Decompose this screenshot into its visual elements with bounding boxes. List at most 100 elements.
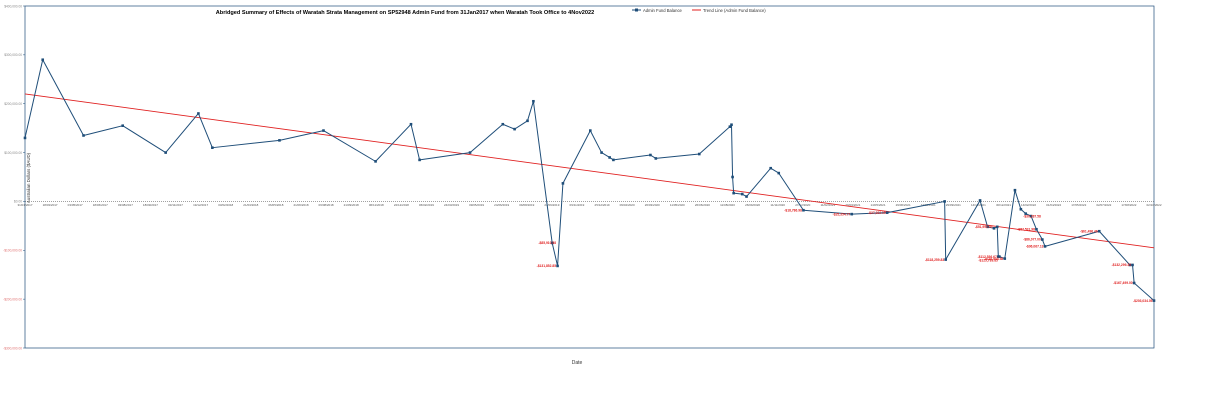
- x-tick-label: 03/02/2018: [218, 203, 233, 207]
- data-point: [697, 152, 701, 156]
- x-tick-label: 09/11/2019: [570, 203, 585, 207]
- x-tick-label: 22/12/2018: [394, 203, 409, 207]
- x-tick-label: 14/11/2021: [971, 203, 986, 207]
- x-tick-label: 29/09/2021: [946, 203, 961, 207]
- data-point: [1003, 257, 1007, 260]
- data-point: [612, 158, 615, 162]
- data-label: -$86,077.00: [1023, 238, 1041, 242]
- data-label: -$61,496.46: [1080, 229, 1098, 233]
- data-point: [278, 139, 281, 142]
- data-point: [649, 153, 652, 157]
- data-label: -$30,287.58: [1023, 214, 1041, 218]
- x-tick-label: 03/08/2017: [118, 203, 133, 207]
- x-tick-label: 14/02/2022: [1021, 203, 1036, 207]
- x-tick-label: 01/04/2022: [1046, 203, 1061, 207]
- data-point: [1131, 263, 1134, 267]
- data-labels: -$85,910.58 -$131,852.85 -$18,786.98 -$25,3…: [537, 208, 1153, 302]
- data-point: [1097, 229, 1101, 233]
- data-point: [885, 211, 889, 214]
- data-point: [995, 225, 999, 229]
- data-point: [802, 208, 805, 212]
- data-point: [732, 191, 735, 195]
- data-point: [82, 134, 85, 137]
- x-tick-label: 11/11/2020: [770, 203, 785, 207]
- y-tick-label: -$100,000.00: [3, 249, 22, 253]
- x-tick-label: 26/06/2020: [695, 203, 710, 207]
- x-tick-label: 11/02/2021: [820, 203, 835, 207]
- data-point: [23, 136, 27, 140]
- data-point: [978, 199, 982, 202]
- y-tick-label: $100,000.00: [4, 151, 22, 155]
- x-tick-label: 24/09/2019: [544, 203, 559, 207]
- data-point: [468, 151, 472, 154]
- x-tick-label: 21/06/2018: [293, 203, 308, 207]
- data-point: [600, 151, 603, 154]
- data-label: -$51,992.05: [975, 225, 993, 229]
- x-tick-label: 26/03/2020: [645, 203, 660, 207]
- data-point: [728, 125, 732, 128]
- data-point: [513, 127, 516, 131]
- data-label: -$203,034.05: [1133, 299, 1153, 303]
- data-point: [589, 129, 592, 132]
- data-point: [608, 156, 611, 159]
- data-point: [769, 166, 772, 170]
- x-tick-label: 03/05/2017: [68, 203, 83, 207]
- x-tick-label: 29/06/2021: [896, 203, 911, 207]
- data-label: -$57,531.98: [1017, 227, 1035, 231]
- trend-layer: [24, 93, 1155, 249]
- x-tick-label: 24/06/2019: [494, 203, 509, 207]
- data-point: [1013, 188, 1017, 192]
- x-tick-label: 18/09/2017: [143, 203, 158, 207]
- data-point: [1024, 212, 1027, 215]
- data-point: [850, 212, 854, 216]
- x-tick-label: 02/10/2022: [1146, 203, 1161, 207]
- x-tick-label: 25/12/2019: [595, 203, 610, 207]
- x-tick-label: 06/02/2019: [419, 203, 434, 207]
- data-point: [1128, 263, 1132, 267]
- y-tick-label: -$300,000.00: [3, 346, 22, 350]
- data-point: [532, 99, 535, 103]
- y-ticks: $400,000.00 $300,000.00 $200,000.00 $100,00…: [3, 4, 25, 350]
- data-point: [556, 264, 559, 268]
- data-point: [986, 225, 989, 229]
- x-tick-label: 17/08/2022: [1121, 203, 1136, 207]
- data-point: [1019, 207, 1023, 211]
- series-layer: [23, 58, 1156, 302]
- legend-entry-series: Admin Fund Balance: [643, 8, 683, 13]
- data-point: [197, 112, 200, 115]
- data-point: [41, 58, 45, 62]
- data-label: -$125,789.85: [978, 258, 998, 262]
- data-label: -$118,259.83: [925, 258, 944, 262]
- x-tick-label: 21/03/2018: [243, 203, 258, 207]
- data-label: -$131,852.85: [537, 264, 557, 268]
- x-tick-label: 17/05/2022: [1071, 203, 1086, 207]
- data-label: -$27,022.10: [868, 211, 886, 215]
- chart-title: Abridged Summary of Effects of Waratah S…: [216, 10, 595, 16]
- data-label: -$132,299.33: [1112, 263, 1132, 267]
- x-tick-label: 27/12/2020: [795, 203, 810, 207]
- data-point: [730, 123, 733, 127]
- data-label: -$18,786.98: [784, 208, 802, 212]
- legend-series-marker: [635, 8, 638, 12]
- data-point: [992, 227, 996, 230]
- data-point: [1035, 227, 1038, 231]
- data-point: [1029, 214, 1033, 218]
- y-tick-label: $400,000.00: [4, 4, 22, 8]
- data-point: [526, 119, 529, 123]
- y-tick-label: $0.00: [14, 200, 22, 204]
- data-point: [998, 255, 1001, 258]
- legend: Admin Fund Balance Trend Line (Admin Fun…: [632, 8, 766, 13]
- x-tick-label: 31/01/2017: [17, 203, 32, 207]
- x-tick-label: 06/08/2018: [319, 203, 334, 207]
- data-point: [944, 258, 948, 261]
- data-point: [211, 146, 214, 149]
- data-point: [561, 182, 565, 185]
- data-point: [777, 171, 781, 175]
- data-point: [550, 241, 554, 245]
- y-tick-label: $200,000.00: [4, 102, 22, 106]
- x-tick-label: 06/05/2018: [268, 203, 283, 207]
- data-point: [374, 160, 377, 163]
